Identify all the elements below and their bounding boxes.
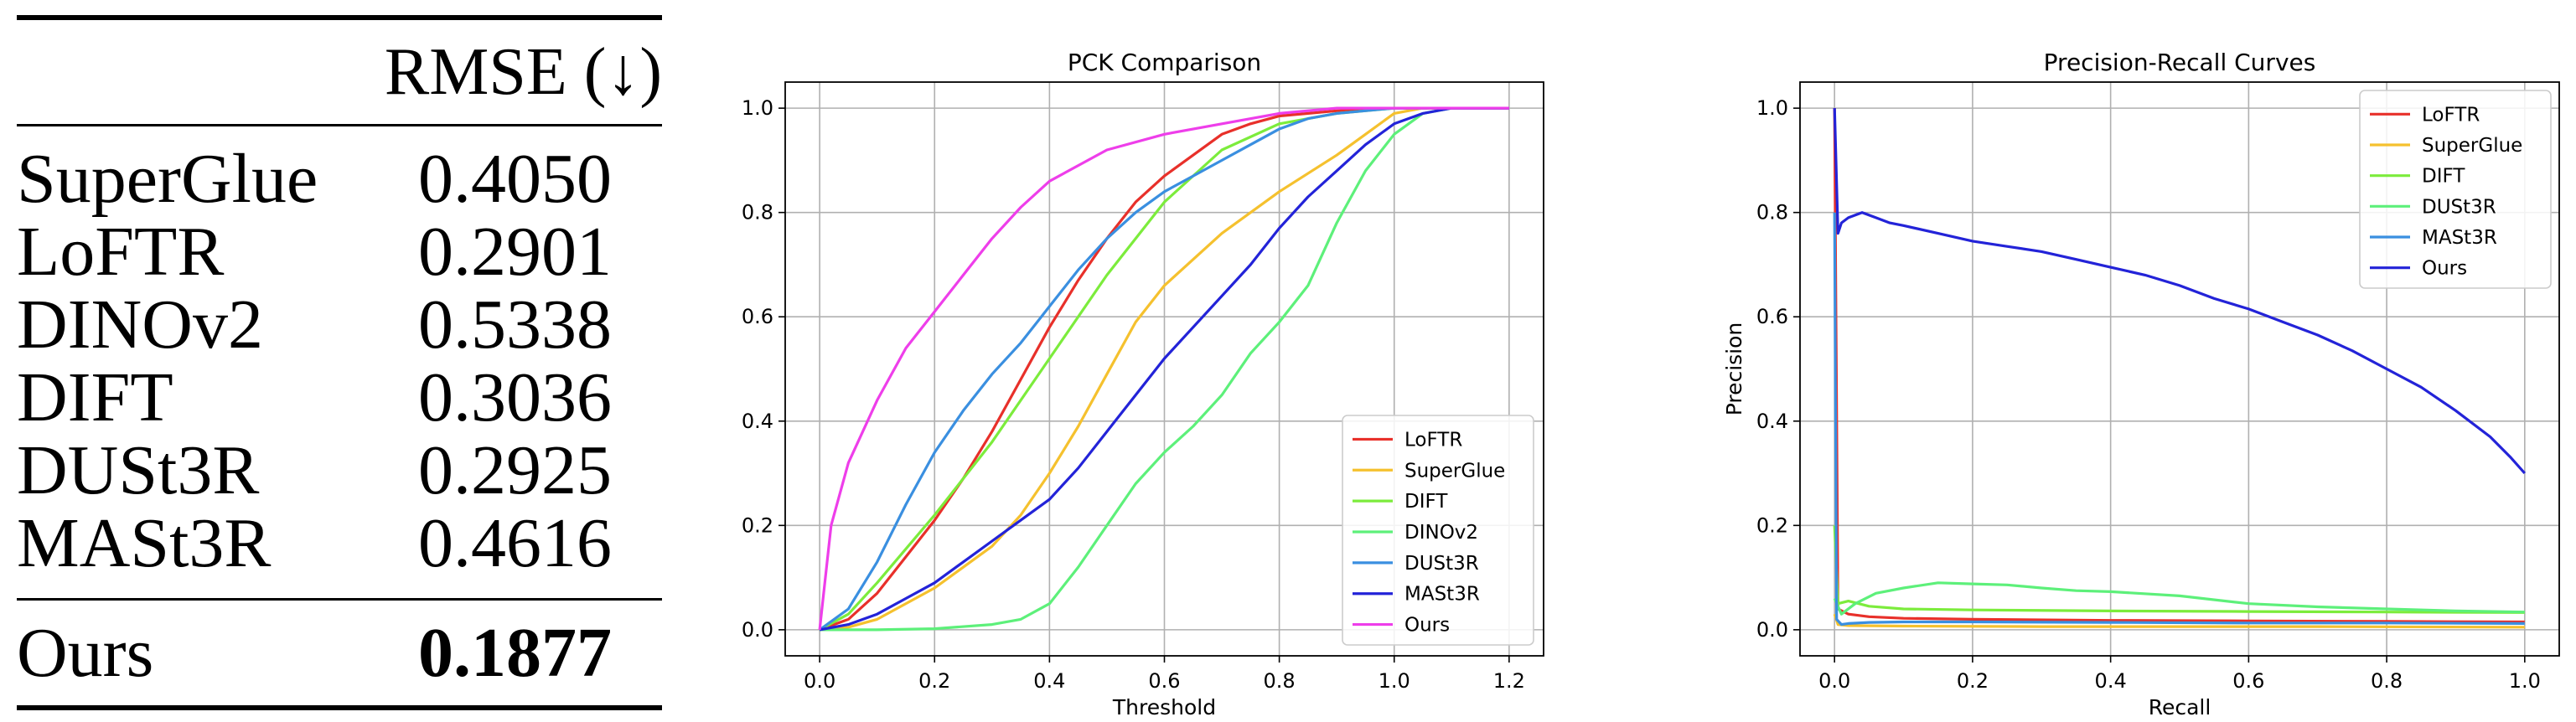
x-axis-label: Threshold (1112, 695, 1216, 719)
plot-frame (784, 81, 1544, 657)
x-tick-label: 0.4 (2095, 669, 2127, 693)
legend-label-dust3r: DUSt3R (2422, 196, 2496, 218)
x-tick-label: 1.0 (1379, 669, 1410, 693)
y-axis-label: Precision (1722, 322, 1746, 416)
series-line-dust3r (819, 106, 1509, 632)
y-tick-label: 0.4 (1756, 410, 1788, 433)
x-tick-label: 0.8 (2371, 669, 2403, 693)
x-tick-label: 0.4 (1033, 669, 1065, 693)
legend: LoFTR SuperGlue DIFT DINOv2 DUSt3R MASt3R Ours (1342, 415, 1534, 646)
series-line-dift (1833, 525, 2525, 614)
table-top-rule (17, 15, 662, 20)
legend-label-ours: Ours (2422, 258, 2467, 280)
legend-box (2359, 90, 2552, 289)
y-tick-label: 0.8 (742, 201, 773, 224)
table-row-rmse: 0.3036 (418, 358, 612, 436)
y-tick-label: 1.0 (742, 96, 773, 120)
table-row-method: SuperGlue (17, 140, 318, 218)
legend-label-loftr: LoFTR (2422, 104, 2480, 126)
table-header-rule (17, 124, 662, 126)
x-tick-label: 0.0 (1818, 669, 1850, 693)
legend-label-mast3r: MASt3R (2422, 227, 2497, 249)
y-tick-label: 0.6 (1756, 305, 1788, 328)
y-tick-label: 0.8 (1756, 201, 1788, 224)
series-line-loftr (819, 106, 1509, 632)
y-tick-label: 0.2 (1756, 513, 1788, 537)
series-line-dust3r (1833, 581, 2525, 616)
table-row-rmse: 0.2925 (418, 431, 612, 509)
chart-0: 0.0 0.2 0.4 0.6 0.8 1.0 1.2 0.0 0.2 0.4 0.6 0.8 1.0 P… (742, 49, 1544, 719)
legend-label-mast3r: MASt3R (1404, 584, 1480, 606)
table-row-rmse: 0.4616 (418, 504, 612, 582)
table-row-method: MASt3R (17, 504, 272, 582)
table-row-method: DIFT (17, 358, 173, 436)
chart-1: 0.0 0.2 0.4 0.6 0.8 1.0 0.0 0.2 0.4 0.6 0.8 1.0 Prec… (1722, 49, 2560, 719)
legend-label-loftr: LoFTR (1404, 429, 1462, 451)
table-row-rmse: 0.4050 (418, 140, 612, 218)
series-line-dinov2 (820, 106, 1509, 632)
table-row-method: DUSt3R (17, 431, 260, 509)
legend-label-dust3r: DUSt3R (1404, 553, 1479, 575)
legend-label-dinov2: DINOv2 (1404, 522, 1478, 544)
series-line-mast3r (819, 106, 1509, 632)
table-row-rmse: 0.2901 (418, 213, 612, 291)
legend-box (1342, 415, 1534, 646)
table-best-rmse: 0.1877 (418, 614, 612, 692)
table-row-method: DINOv2 (17, 286, 263, 364)
x-tick-label: 0.2 (918, 669, 950, 693)
rmse-table: RMSE (↓) SuperGlue 0.4050 LoFTR 0.2901 D… (17, 0, 662, 722)
x-tick-label: 0.6 (2232, 669, 2264, 693)
chart-title: Precision-Recall Curves (2044, 49, 2316, 76)
series-line-superglue (1833, 613, 2525, 629)
table-header-rmse: RMSE (↓) (384, 35, 662, 109)
x-tick-label: 0.0 (804, 669, 835, 693)
table-row-method: LoFTR (17, 213, 225, 291)
y-tick-label: 0.0 (1756, 618, 1788, 642)
legend-label-superglue: SuperGlue (2422, 135, 2522, 157)
y-tick-label: 0.0 (742, 618, 773, 642)
legend-label-dift: DIFT (1404, 491, 1448, 513)
legend-label-dift: DIFT (2422, 166, 2465, 188)
x-tick-label: 0.8 (1264, 669, 1296, 693)
y-tick-label: 0.6 (742, 305, 773, 328)
table-best-method: Ours (17, 614, 154, 692)
legend: LoFTR SuperGlue DIFT DUSt3R MASt3R Ours (2359, 90, 2552, 289)
x-axis-label: Recall (2149, 695, 2211, 719)
y-tick-label: 0.2 (742, 513, 773, 537)
legend-label-ours: Ours (1404, 615, 1450, 637)
table-row-rmse: 0.5338 (418, 286, 612, 364)
plot-frame (1799, 81, 2560, 657)
x-tick-label: 0.2 (1957, 669, 1989, 693)
chart-title: PCK Comparison (1068, 49, 1261, 76)
table-bottom-rule (17, 705, 662, 710)
x-tick-label: 1.0 (2509, 669, 2541, 693)
series-line-ours (818, 106, 1509, 631)
x-tick-label: 0.6 (1148, 669, 1180, 693)
table-mid-rule (17, 598, 662, 601)
legend-label-superglue: SuperGlue (1404, 460, 1505, 482)
x-tick-label: 1.2 (1493, 669, 1525, 693)
series-line-superglue (819, 106, 1509, 632)
y-tick-label: 0.4 (742, 410, 773, 433)
series-line-ours (1833, 108, 2526, 475)
y-tick-label: 1.0 (1756, 96, 1788, 120)
series-line-mast3r (1833, 212, 2525, 627)
